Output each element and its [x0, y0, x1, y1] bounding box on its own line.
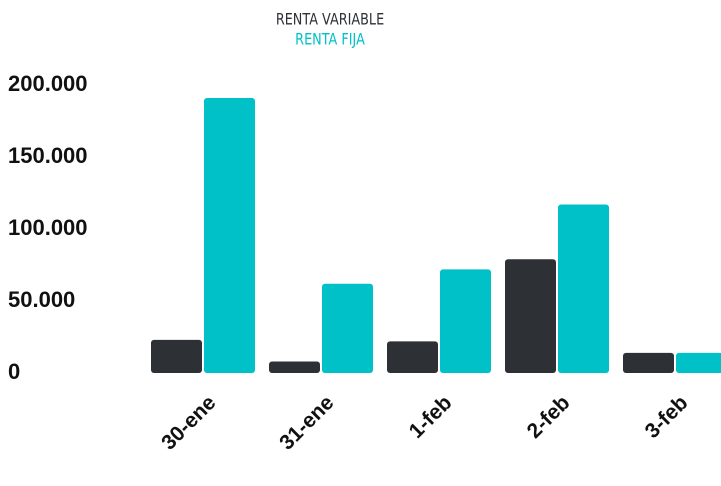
x-tick-label: 30-ene [157, 391, 220, 454]
y-tick-label: 0 [8, 359, 20, 384]
x-tick-label: 2-feb [523, 391, 575, 443]
bar [676, 352, 721, 373]
y-tick-label: 50.000 [8, 287, 75, 312]
x-tick-label: 31-ene [275, 391, 338, 454]
bar [505, 259, 556, 373]
bar [623, 352, 674, 373]
bar [151, 339, 202, 373]
x-tick-label: 3-feb [641, 391, 693, 443]
bar [204, 97, 255, 374]
bar [322, 283, 373, 373]
y-tick-label: 200.000 [8, 71, 88, 96]
legend-label: RENTA VARIABLE [276, 10, 384, 29]
bar [440, 269, 491, 373]
bar [558, 204, 609, 373]
y-tick-label: 150.000 [8, 143, 88, 168]
y-tick-label: 100.000 [8, 215, 88, 240]
bar [269, 361, 320, 373]
legend-label: RENTA FIJA [295, 30, 365, 49]
x-tick-label: 1-feb [405, 391, 457, 443]
bar [387, 341, 438, 373]
